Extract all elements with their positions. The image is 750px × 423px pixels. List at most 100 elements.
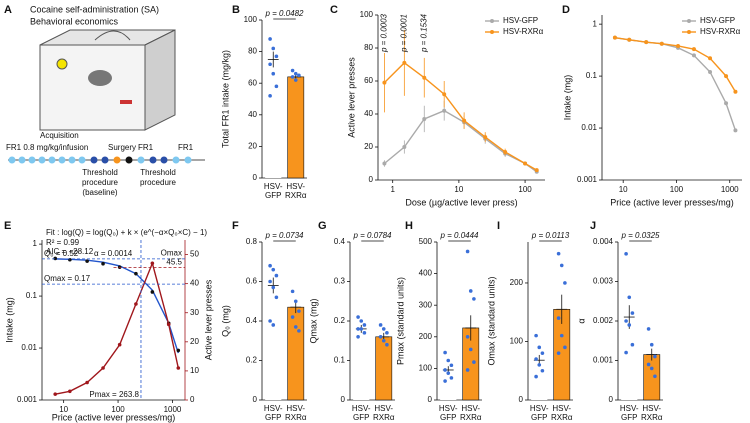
data-point [271,71,276,76]
data-point [653,374,657,379]
data-point [630,311,635,315]
x-axis-label: Price (active lever presses/mg) [610,197,734,207]
data-point [362,323,367,327]
y-tick-label: 100 [510,337,524,346]
y-tick-label: 20 [190,337,199,346]
data-point [649,366,654,371]
y-tick-label: 100 [419,364,433,373]
data-point [359,319,364,323]
data-point [442,108,447,113]
threshold: procedure [82,178,119,187]
y-tick-label: 1 [593,19,598,28]
x-tick-label: HSV-RXRα [285,404,307,422]
cue-light [56,58,68,70]
data-point [293,71,298,76]
data-point [559,263,564,268]
y-tick-label: 0 [253,173,258,182]
data-point [293,325,298,329]
data-point [446,371,451,375]
bar [353,328,370,400]
data-point [556,351,561,355]
data-point [691,47,696,52]
fit-aic: AIC = −28.12 [46,247,94,256]
data-point [385,342,389,347]
data-point [381,327,386,331]
data-point [534,357,538,361]
legend-marker [490,30,494,34]
x-tick-label: 1 [390,185,395,194]
reference-label: Q₀ = 0.52 [44,249,79,258]
x-tick-label: HSV-RXRα [373,404,395,422]
data-point [385,331,389,335]
y-tick-label: 0 [341,395,346,404]
panel-a: A Cocaine self-administration (SA) Behav… [4,4,205,197]
y-axis-label: Qmax (mg) [308,298,318,343]
threshold: Threshold [82,168,118,177]
panel-letter: D [562,4,570,16]
data-point [176,348,181,353]
fit-equation: Fit : log(Q) = log(Q₀) + k × (e^(−α×Q₀×C… [46,228,207,237]
y-tick-label: 100 [360,10,374,19]
panel-subtitle: Behavioral economics [30,16,119,26]
data-point [297,73,301,78]
data-point [101,366,105,370]
y-tick-label: 0 [428,395,433,404]
y-axis-label: Pmax (standard units) [395,277,405,365]
panel-letter: F [232,220,239,232]
data-point [563,345,567,350]
data-point [356,315,360,319]
fr1: FR1 [178,143,194,152]
data-point [646,362,651,367]
data-point [624,350,628,355]
data-point [134,302,138,306]
timeline-dots [8,156,192,164]
data-point [627,323,632,327]
data-point [537,363,542,367]
panel-letter: A [4,4,12,16]
data-point [468,289,473,293]
x-tick-label: 10 [454,185,463,194]
data-point [290,289,295,294]
x-tick-label: HSV-GFP [352,404,371,422]
y-tick-label: 80 [364,43,373,52]
data-point [472,297,476,301]
data-point [443,368,447,372]
data-point [150,261,155,266]
y-axis-label: Q₀ (mg) [220,305,230,337]
data-point [503,149,508,154]
p-value: p = 0.0784 [352,231,392,240]
reference-label: Pmax = 263.8 [89,390,139,399]
data-point [268,62,272,67]
data-point [290,315,295,319]
data-point [537,345,542,350]
panel-letter: B [232,4,240,16]
data-point [646,327,651,331]
data-point [117,265,122,269]
threshold: Threshold [140,168,176,177]
data-point [534,374,538,379]
bar [621,317,638,400]
data-point [465,249,470,254]
x-tick-label: 1000 [164,405,182,414]
y-tick-label: 20 [364,142,373,151]
bar [375,336,393,401]
data-point [644,40,649,45]
panel-letter: H [405,220,413,232]
data-point [624,252,628,256]
data-point [465,335,470,339]
x-tick-label: HSV-GFP [620,404,639,422]
y-axis-label: Intake (mg) [4,297,14,343]
series-line [614,36,737,131]
legend-marker [687,19,691,23]
x-axis-label: Price (active lever presses/mg) [52,412,176,422]
y-tick-label: 0 [609,395,614,404]
y-tick-label: 0.01 [21,343,37,352]
threshold: (baseline) [82,188,117,197]
series-line [55,258,179,354]
reference-label: Omax [161,249,182,258]
y-tick-label: 0.4 [334,237,346,246]
data-point [362,331,367,335]
data-point [378,335,383,339]
box-side [144,29,176,131]
